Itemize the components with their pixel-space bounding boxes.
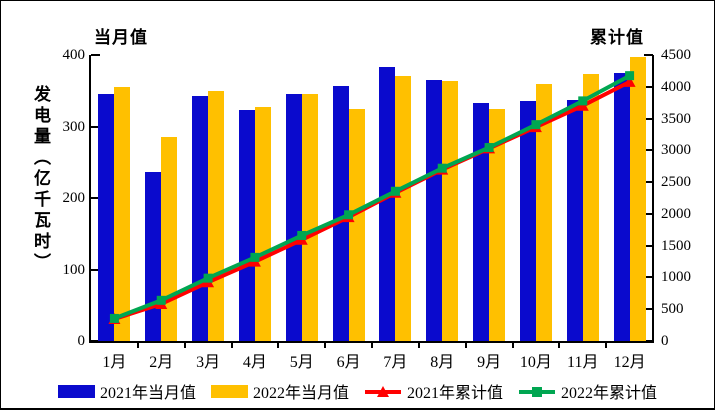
right-axis-tick (644, 340, 653, 342)
x-axis-tick (464, 343, 467, 348)
bar-2022年当月值-9月 (489, 109, 505, 341)
x-axis-category-label: 2月 (149, 354, 174, 371)
bar-2021年当月值-12月 (614, 73, 630, 341)
bar-2021年当月值-2月 (145, 172, 161, 341)
bar-2021年当月值-5月 (286, 94, 302, 341)
right-axis-line (652, 55, 654, 343)
left-axis-tick (91, 125, 100, 128)
x-axis-tick (324, 343, 327, 348)
legend-item-2022年累计值: 2022年累计值 (518, 379, 657, 403)
x-axis-category-label: 5月 (289, 354, 314, 371)
x-axis-line (89, 341, 654, 343)
x-axis-tick (277, 343, 280, 348)
bar-2021年当月值-1月 (98, 94, 114, 341)
legend-marker-triangle (377, 386, 389, 397)
right-axis-tick-label: 3500 (661, 110, 691, 127)
bar-2022年当月值-1月 (114, 87, 130, 341)
x-axis-category-label: 8月 (430, 354, 455, 371)
bar-2021年当月值-3月 (192, 96, 208, 341)
bar-2022年当月值-12月 (630, 57, 646, 341)
right-axis-title: 累计值 (590, 28, 644, 47)
right-axis-tick-label: 500 (661, 301, 684, 318)
bar-2022年当月值-3月 (208, 91, 224, 341)
left-axis-tick-label: 200 (62, 190, 86, 206)
y-axis-label: 发电量（亿千瓦时） (31, 85, 50, 274)
bar-2022年当月值-2月 (161, 137, 177, 341)
legend-label: 2021年当月值 (99, 385, 196, 402)
right-axis-tick (644, 276, 653, 279)
legend-item-2021年当月值: 2021年当月值 (57, 379, 196, 403)
bar-2022年当月值-7月 (395, 76, 411, 341)
x-axis-tick (371, 343, 373, 348)
right-axis-tick-label: 0 (661, 333, 669, 349)
x-axis-tick (605, 343, 608, 348)
bar-2022年当月值-11月 (583, 74, 599, 341)
right-axis-tick-label: 1000 (661, 269, 691, 286)
bar-2021年当月值-11月 (567, 100, 583, 341)
left-axis-tick-label: 400 (62, 47, 86, 63)
x-axis-tick (230, 343, 233, 348)
left-axis-tick (91, 54, 100, 56)
left-axis-tick (91, 340, 100, 342)
x-axis-tick (511, 343, 514, 348)
left-axis-line (89, 55, 91, 343)
left-axis-tick-label: 100 (62, 261, 86, 278)
legend-swatch-2021年当月值 (57, 384, 95, 398)
legend-item-2021年累计值: 2021年累计值 (364, 379, 503, 403)
legend-swatch-2022年当月值 (210, 384, 248, 398)
right-axis-tick (644, 117, 653, 120)
legend: 2021年当月值 2022年当月值 2021年累计值 2022年累计值 (1, 379, 714, 403)
x-axis-tick (136, 343, 139, 348)
x-axis-category-label: 3月 (196, 354, 221, 371)
right-axis-tick (644, 54, 653, 56)
bar-2021年当月值-4月 (239, 110, 255, 341)
legend-swatch-2021年累计值 (365, 386, 401, 397)
bar-2022年当月值-5月 (302, 94, 318, 341)
right-axis-tick-label: 4500 (661, 47, 691, 63)
bar-2022年当月值-6月 (349, 109, 365, 341)
x-axis-category-label: 9月 (477, 354, 502, 371)
x-axis-category-label: 1月 (102, 354, 127, 371)
right-axis-tick-label: 3000 (661, 142, 691, 159)
bar-2022年当月值-10月 (536, 84, 552, 341)
right-axis-tick-label: 4000 (661, 78, 691, 95)
left-axis-tick-label: 300 (62, 118, 86, 135)
right-axis-tick-label: 2000 (661, 205, 691, 222)
x-axis-category-label: 4月 (242, 354, 267, 371)
bar-2021年当月值-10月 (520, 101, 536, 341)
x-axis-category-label: 11月 (567, 354, 599, 371)
right-axis-tick-label: 1500 (661, 237, 691, 254)
right-axis-tick (644, 85, 653, 88)
right-axis-tick (644, 244, 653, 247)
legend-marker-square (532, 387, 543, 397)
legend-item-2022年当月值: 2022年当月值 (210, 379, 349, 403)
x-axis-category-label: 7月 (383, 354, 408, 371)
bar-2022年当月值-4月 (255, 107, 271, 341)
bar-2022年当月值-8月 (442, 81, 458, 341)
x-axis-category-label: 10月 (519, 354, 552, 371)
legend-label: 2021年累计值 (407, 385, 504, 402)
left-axis-title: 当月值 (94, 28, 148, 47)
x-axis-tick (183, 343, 186, 348)
right-axis-tick-label: 2500 (661, 174, 691, 191)
bar-2021年当月值-7月 (379, 67, 395, 341)
bar-2021年当月值-9月 (473, 103, 489, 341)
right-axis-tick (644, 149, 653, 152)
bar-2021年当月值-6月 (333, 86, 349, 341)
right-axis-tick (644, 308, 653, 311)
legend-label: 2022年当月值 (252, 385, 349, 402)
x-axis-category-label: 12月 (613, 354, 646, 371)
bar-2021年当月值-8月 (426, 80, 442, 341)
right-axis-tick (644, 212, 653, 215)
left-axis-tick (91, 197, 100, 199)
left-axis-tick-label: 0 (77, 333, 86, 349)
legend-swatch-2022年累计值 (519, 387, 556, 397)
x-axis-category-label: 6月 (336, 354, 361, 371)
left-axis-tick (91, 268, 100, 271)
x-axis-tick (558, 343, 561, 348)
right-axis-tick (644, 181, 653, 184)
x-axis-tick (417, 343, 420, 348)
legend-label: 2022年累计值 (561, 385, 658, 402)
